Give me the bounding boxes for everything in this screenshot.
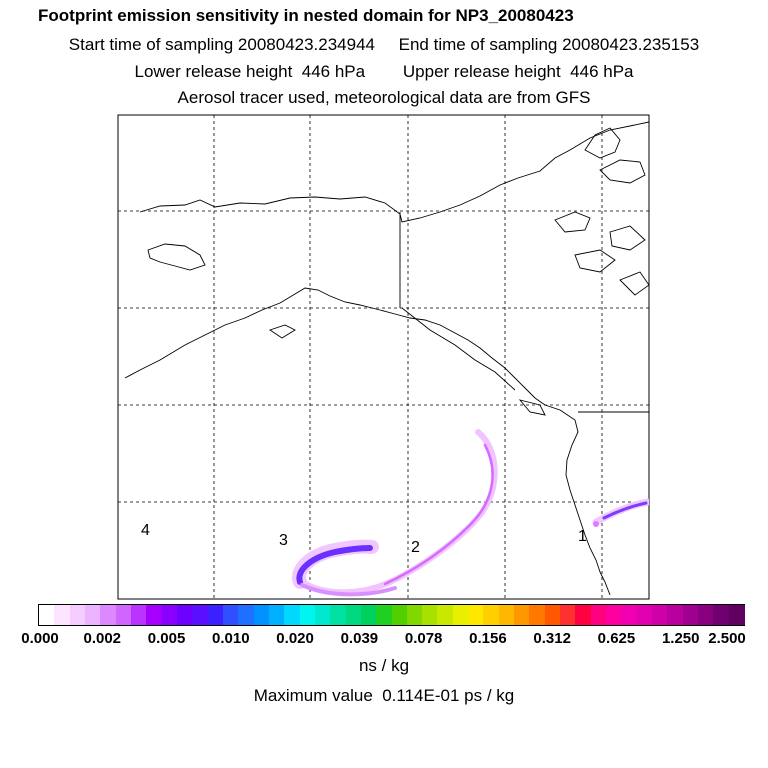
island-outline <box>268 324 296 339</box>
island-outline <box>619 271 649 296</box>
colorbar-tick-label: 0.000 <box>21 630 59 647</box>
colorbar-cell <box>115 605 132 625</box>
colorbar-cell <box>406 605 423 625</box>
colorbar <box>38 604 745 626</box>
region-label-1: 1 <box>578 528 587 545</box>
colorbar-cell <box>39 605 55 625</box>
colorbar-tick-label: 0.005 <box>147 630 186 647</box>
colorbar-cell <box>498 605 515 625</box>
release-height-line: Lower release height 446 hPa Upper relea… <box>134 62 634 81</box>
colorbar-cell <box>192 605 209 625</box>
colorbar-cell <box>345 605 362 625</box>
alaska-panhandle-border <box>401 307 516 391</box>
colorbar-cell <box>728 605 745 625</box>
map-frame <box>117 114 650 600</box>
colorbar-cell <box>238 605 255 625</box>
region-label-2: 2 <box>411 539 420 556</box>
arctic-coastline <box>139 121 649 223</box>
region-label-4: 4 <box>141 522 150 539</box>
colorbar-cell <box>529 605 546 625</box>
colorbar-cell <box>468 605 485 625</box>
colorbar-cell <box>161 605 178 625</box>
colorbar-cell <box>560 605 576 625</box>
colorbar-cell <box>100 605 117 625</box>
pacific-coastline <box>124 287 611 596</box>
colorbar-tick-label: 0.625 <box>597 630 636 647</box>
colorbar-cell <box>360 605 377 625</box>
colorbar-tick-label: 0.078 <box>404 630 443 647</box>
footprint-plume <box>292 429 649 597</box>
colorbar-cell <box>682 605 699 625</box>
colorbar-cell <box>652 605 668 625</box>
island-outline <box>584 127 621 159</box>
colorbar-cell <box>253 605 270 625</box>
colorbar-cell <box>667 605 684 625</box>
colorbar-cell <box>314 605 331 625</box>
colorbar-cell <box>483 605 500 625</box>
colorbar-tick-label: 1.250 <box>661 630 700 647</box>
island-outline <box>609 225 646 251</box>
tracer-info-line: Aerosol tracer used, meteorological data… <box>177 88 591 107</box>
colorbar-cell <box>621 605 638 625</box>
colorbar-cell <box>606 605 622 625</box>
plume-east-dot <box>593 521 599 527</box>
plume-core <box>296 545 373 585</box>
colorbar-cell <box>544 605 561 625</box>
colorbar-cell <box>713 605 730 625</box>
colorbar-tick-label: 0.312 <box>533 630 571 647</box>
island-outline <box>554 211 591 233</box>
colorbar-cell <box>222 605 239 625</box>
colorbar-tick-label: 0.156 <box>469 630 507 647</box>
peninsula-outline <box>147 243 206 271</box>
coastlines <box>124 121 649 596</box>
colorbar-tick-label: 2.500 <box>708 630 746 647</box>
colorbar-tick-label: 0.002 <box>83 630 122 647</box>
colorbar-cell <box>176 605 193 625</box>
colorbar-cell <box>69 605 86 625</box>
colorbar-cell <box>130 605 147 625</box>
colorbar-tick-label: 0.039 <box>340 630 379 647</box>
colorbar-tick-label: 0.010 <box>212 630 250 647</box>
colorbar-units: ns / kg <box>358 656 410 675</box>
colorbar-cell <box>284 605 301 625</box>
plume-band-inner <box>383 443 494 586</box>
plume-east-core <box>602 501 648 520</box>
colorbar-cell <box>54 605 71 625</box>
colorbar-tick-label: 0.020 <box>276 630 314 647</box>
maximum-value-text: Maximum value 0.114E-01 ps / kg <box>253 686 515 705</box>
colorbar-cell <box>590 605 607 625</box>
island-outline <box>574 249 616 273</box>
region-label-3: 3 <box>279 532 288 549</box>
colorbar-cell <box>299 605 316 625</box>
plume-tail <box>300 583 397 597</box>
colorbar-cell <box>376 605 393 625</box>
island-outline <box>518 399 546 416</box>
colorbar-cell <box>437 605 454 625</box>
colorbar-cell <box>422 605 439 625</box>
plot-title: Footprint emission sensitivity in nested… <box>38 6 574 25</box>
sampling-time-line: Start time of sampling 20080423.234944 E… <box>68 35 700 54</box>
island-outline <box>599 159 646 184</box>
